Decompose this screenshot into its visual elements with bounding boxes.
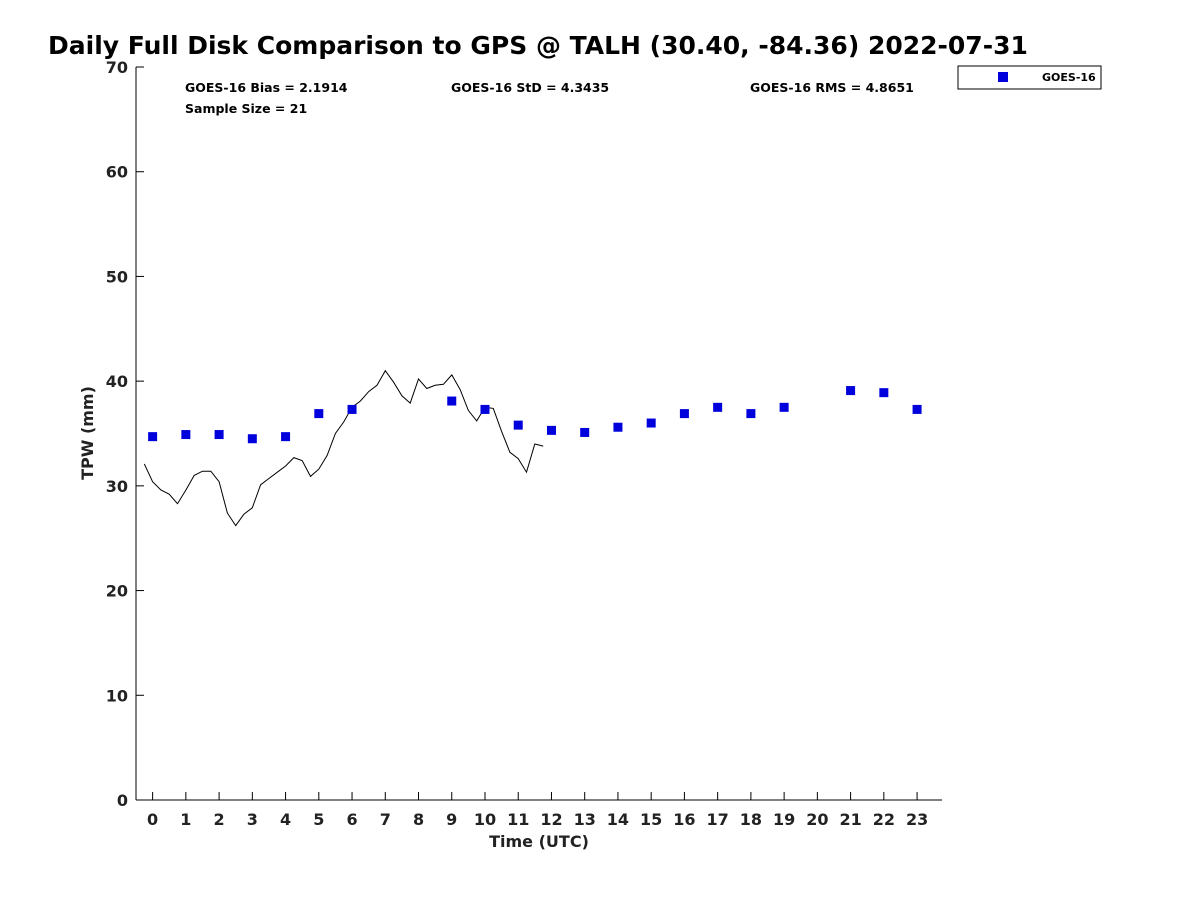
x-tick-label: 15 bbox=[640, 810, 662, 829]
y-tick-label: 10 bbox=[106, 686, 128, 705]
stat-rms: GOES-16 RMS = 4.8651 bbox=[750, 80, 914, 95]
y-tick-label: 30 bbox=[106, 477, 128, 496]
x-tick-label: 0 bbox=[147, 810, 158, 829]
y-tick-label: 50 bbox=[106, 267, 128, 286]
goes16-point bbox=[181, 430, 191, 440]
legend: GOES-16 bbox=[957, 65, 1102, 90]
goes16-point bbox=[912, 404, 922, 414]
goes16-points bbox=[148, 386, 922, 444]
goes16-point bbox=[447, 396, 457, 406]
legend-square-marker bbox=[998, 72, 1008, 82]
goes16-point bbox=[779, 402, 789, 412]
y-axis-label: TPW (mm) bbox=[78, 386, 97, 480]
x-tick-label: 21 bbox=[839, 810, 861, 829]
y-tick-label: 0 bbox=[117, 791, 128, 810]
x-tick-label: 10 bbox=[474, 810, 496, 829]
x-tick-label: 14 bbox=[607, 810, 629, 829]
x-tick-label: 23 bbox=[906, 810, 928, 829]
y-tick-label: 70 bbox=[106, 58, 128, 77]
x-tick-label: 12 bbox=[540, 810, 562, 829]
x-tick-label: 13 bbox=[574, 810, 596, 829]
goes16-point bbox=[347, 404, 357, 414]
goes16-point bbox=[214, 430, 224, 440]
goes16-point bbox=[580, 427, 590, 437]
x-axis-label: Time (UTC) bbox=[489, 832, 589, 851]
x-tick-label: 17 bbox=[707, 810, 729, 829]
y-tick-label: 40 bbox=[106, 372, 128, 391]
y-tick-label: 20 bbox=[106, 582, 128, 601]
stat-sample-size: Sample Size = 21 bbox=[185, 101, 307, 116]
y-ticks: 0 10 20 30 40 50 60 70 bbox=[106, 58, 144, 810]
x-tick-label: 22 bbox=[873, 810, 895, 829]
stat-std: GOES-16 StD = 4.3435 bbox=[451, 80, 609, 95]
goes16-point bbox=[646, 418, 656, 428]
goes16-point bbox=[513, 420, 523, 430]
goes16-point bbox=[148, 432, 158, 442]
y-tick-label: 60 bbox=[106, 163, 128, 182]
x-tick-label: 3 bbox=[247, 810, 258, 829]
x-tick-label: 5 bbox=[313, 810, 324, 829]
goes16-point bbox=[879, 388, 889, 398]
goes16-point bbox=[713, 402, 723, 412]
legend-box bbox=[957, 65, 1102, 90]
goes16-point bbox=[546, 425, 556, 435]
x-ticks: 0 1 2 3 4 5 6 7 8 9 10 11 12 13 14 15 16 17 18 19 20 21 22 23 bbox=[147, 792, 928, 829]
goes16-point bbox=[247, 434, 257, 444]
x-tick-label: 7 bbox=[380, 810, 391, 829]
goes16-point bbox=[679, 409, 689, 419]
x-tick-label: 9 bbox=[446, 810, 457, 829]
x-tick-label: 19 bbox=[773, 810, 795, 829]
goes16-point bbox=[480, 404, 490, 414]
x-tick-label: 4 bbox=[280, 810, 291, 829]
chart-title: Daily Full Disk Comparison to GPS @ TALH… bbox=[48, 31, 1028, 60]
gps-line-series bbox=[143, 369, 544, 527]
goes16-point bbox=[613, 422, 623, 432]
x-tick-label: 6 bbox=[346, 810, 357, 829]
x-tick-label: 1 bbox=[180, 810, 191, 829]
x-tick-label: 16 bbox=[673, 810, 695, 829]
goes16-point bbox=[846, 386, 856, 396]
axes bbox=[135, 67, 942, 801]
x-tick-label: 8 bbox=[413, 810, 424, 829]
gps-tpw-line bbox=[143, 369, 544, 527]
goes16-point bbox=[314, 409, 324, 419]
x-tick-label: 20 bbox=[806, 810, 828, 829]
goes16-point bbox=[746, 409, 756, 419]
goes16-point bbox=[281, 432, 291, 442]
x-tick-label: 11 bbox=[507, 810, 529, 829]
legend-entry-goes16: GOES-16 bbox=[1042, 71, 1096, 84]
x-tick-label: 2 bbox=[214, 810, 225, 829]
x-tick-label: 18 bbox=[740, 810, 762, 829]
stat-bias: GOES-16 Bias = 2.1914 bbox=[185, 80, 348, 95]
